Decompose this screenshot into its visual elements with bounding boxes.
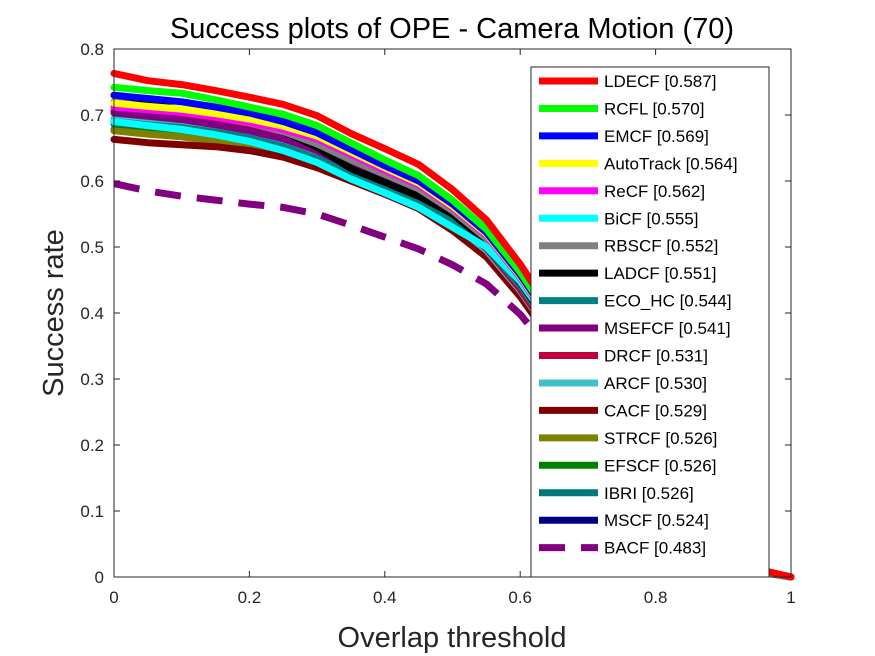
y-axis-label: Success rate — [38, 229, 70, 397]
y-tick-label: 0 — [95, 568, 104, 587]
legend-entry-label: ARCF [0.530] — [604, 374, 707, 393]
x-tick-label: 0 — [109, 588, 118, 607]
x-tick-label: 0.4 — [373, 588, 397, 607]
y-tick-label: 0.6 — [80, 172, 104, 191]
legend-entry-label: DRCF [0.531] — [604, 347, 708, 366]
x-axis-label: Overlap threshold — [338, 622, 567, 654]
legend-entry-label: AutoTrack [0.564] — [604, 154, 738, 173]
legend-entry-label: MSCF [0.524] — [604, 511, 709, 530]
x-tick-label: 0.2 — [238, 588, 262, 607]
axis-ticks: 0 0.2 0.4 0.6 0.8 1 0 0.1 0.2 0.3 0.4 0.5 0.6 0.7 0.8 — [80, 40, 795, 607]
y-tick-label: 0.5 — [80, 238, 104, 257]
legend-entry-label: ECO_HC [0.544] — [604, 292, 732, 311]
legend-entry-label: LDECF [0.587] — [604, 72, 716, 91]
legend-entry-label: IBRI [0.526] — [604, 484, 694, 503]
legend-entry-label: LADCF [0.551] — [604, 264, 716, 283]
y-tick-label: 0.1 — [80, 502, 104, 521]
y-tick-label: 0.3 — [80, 370, 104, 389]
y-tick-label: 0.2 — [80, 436, 104, 455]
x-tick-label: 0.8 — [644, 588, 668, 607]
legend-entry-label: BiCF [0.555] — [604, 209, 699, 228]
legend: LDECF [0.587] RCFL [0.570] EMCF [0.569] Aut… — [530, 66, 770, 578]
legend-entry-label: EFSCF [0.526] — [604, 456, 716, 475]
y-tick-label: 0.7 — [80, 106, 104, 125]
legend-entry-label: MSEFCF [0.541] — [604, 319, 731, 338]
legend-entry-label: BACF [0.483] — [604, 539, 706, 558]
legend-entry-label: RCFL [0.570] — [604, 99, 704, 118]
y-tick-label: 0.4 — [80, 304, 104, 323]
y-tick-label: 0.8 — [80, 40, 104, 59]
legend-entry-label: EMCF [0.569] — [604, 127, 709, 146]
x-tick-label: 1 — [786, 588, 795, 607]
legend-entry-label: ReCF [0.562] — [604, 182, 705, 201]
legend-entry-label: RBSCF [0.552] — [604, 237, 718, 256]
legend-entry-label: CACF [0.529] — [604, 401, 707, 420]
x-tick-label: 0.6 — [508, 588, 532, 607]
legend-entry-label: STRCF [0.526] — [604, 429, 717, 448]
chart-title: Success plots of OPE - Camera Motion (70… — [170, 13, 734, 45]
